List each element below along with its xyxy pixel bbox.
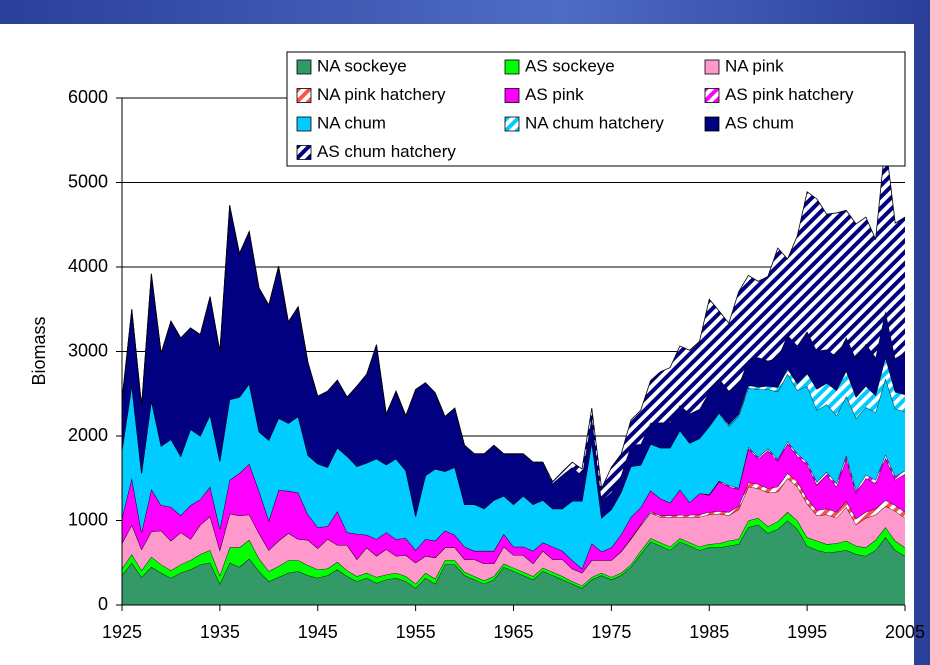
area — [122, 373, 905, 569]
area — [122, 478, 905, 586]
x-tick-label: 1995 — [787, 622, 827, 642]
legend-label: AS chum hatchery — [317, 142, 456, 161]
x-tick-label: 1985 — [689, 622, 729, 642]
legend-label: NA pink — [725, 56, 784, 75]
legend-label: NA chum — [317, 113, 386, 132]
legend-swatch — [296, 88, 312, 103]
x-tick-label: 1955 — [396, 622, 436, 642]
x-tick-label: 2005 — [885, 622, 925, 642]
legend-swatch — [704, 59, 720, 75]
y-tick-label: 1000 — [68, 509, 108, 529]
area — [122, 205, 905, 518]
legend-box — [286, 51, 906, 167]
y-tick-label: 5000 — [68, 171, 108, 191]
area — [122, 141, 905, 502]
x-tick-label: 1935 — [200, 622, 240, 642]
x-tick-label: 1975 — [591, 622, 631, 642]
legend-label: AS chum — [725, 113, 794, 132]
legend-label: AS pink hatchery — [725, 85, 854, 104]
legend-swatch — [504, 116, 520, 132]
legend-label: AS pink — [525, 85, 584, 104]
x-tick-label: 1965 — [493, 622, 533, 642]
legend-swatch — [504, 59, 520, 75]
legend-swatch — [296, 116, 312, 132]
y-tick-label: 2000 — [68, 425, 108, 445]
legend-swatch — [504, 88, 520, 103]
legend-swatch — [704, 116, 720, 132]
area — [122, 443, 905, 573]
x-tick-label: 1925 — [102, 622, 142, 642]
y-tick-label: 3000 — [68, 340, 108, 360]
area — [122, 520, 905, 605]
y-tick-label: 0 — [98, 594, 108, 614]
x-tick-label: 1945 — [298, 622, 338, 642]
legend-swatch — [296, 145, 312, 160]
legend-label: NA pink hatchery — [317, 85, 446, 104]
legend-label: AS sockeye — [525, 56, 615, 75]
legend-swatch — [704, 88, 720, 103]
y-axis-label: Biomass — [29, 316, 49, 385]
legend-label: NA chum hatchery — [525, 113, 664, 132]
legend-swatch — [296, 59, 312, 75]
legend-label: NA sockeye — [317, 56, 407, 75]
y-tick-label: 6000 — [68, 87, 108, 107]
y-tick-label: 4000 — [68, 256, 108, 276]
area-edge — [121, 141, 906, 490]
